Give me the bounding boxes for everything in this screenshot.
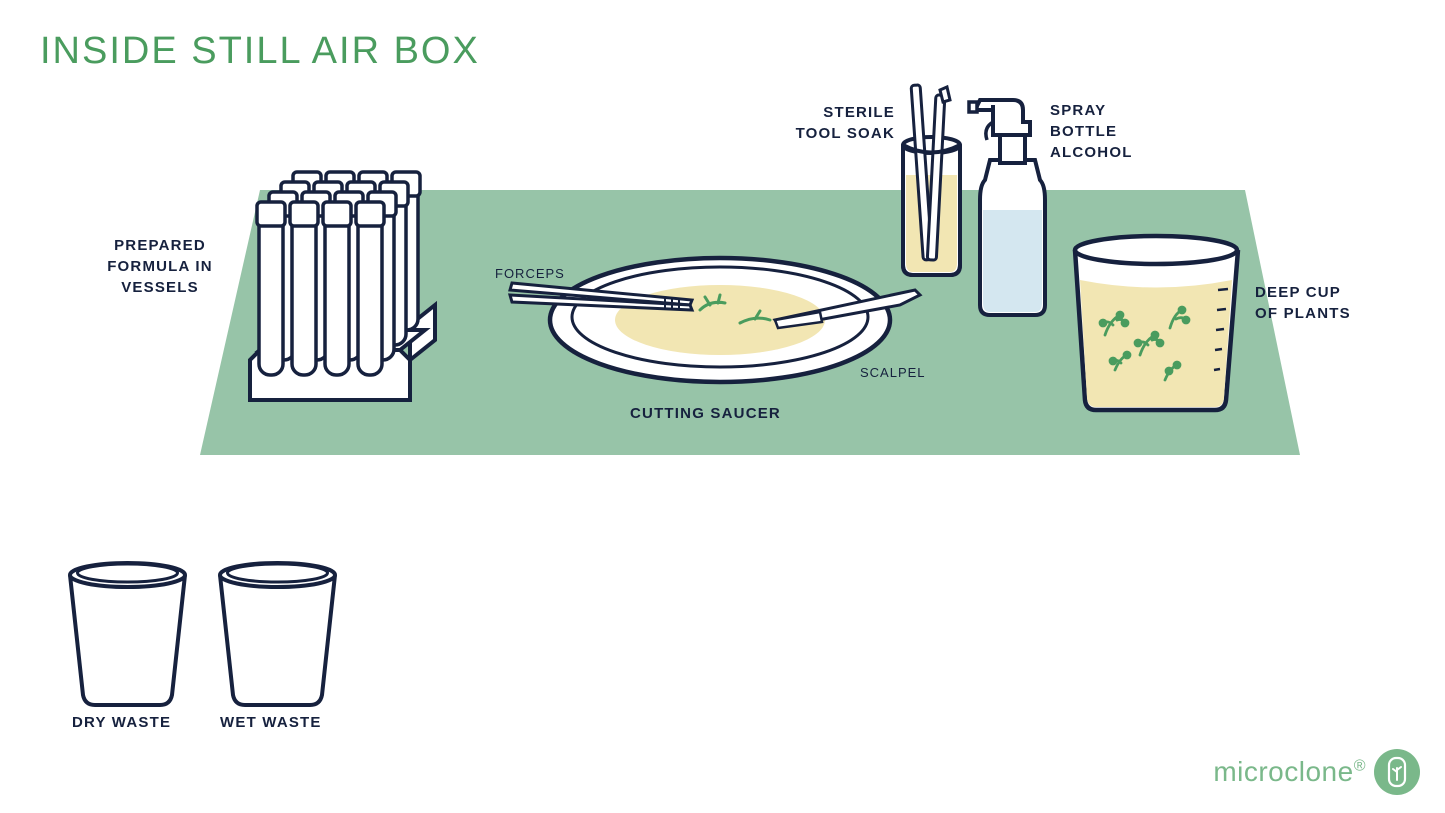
spray-bottle-icon: [969, 100, 1045, 315]
scalpel-label: SCALPEL: [860, 365, 926, 380]
logo-text: microclone: [1213, 756, 1353, 787]
deep-cup-icon: [1075, 236, 1238, 410]
dry-waste-label: DRY WASTE: [72, 712, 171, 733]
wet-waste-icon: [220, 563, 335, 705]
deep-cup-label: DEEP CUP OF PLANTS: [1255, 282, 1405, 324]
forceps-label: FORCEPS: [495, 266, 565, 281]
logo-registered: ®: [1354, 758, 1366, 775]
saucer-label: CUTTING SAUCER: [630, 403, 781, 424]
brand-logo: microclone®: [1213, 749, 1420, 795]
tool-soak-label: STERILE TOOL SOAK: [755, 102, 895, 144]
vessels-label: PREPARED FORMULA IN VESSELS: [80, 235, 240, 298]
tool-soak-icon: [903, 85, 960, 275]
dry-waste-icon: [70, 563, 185, 705]
vessels-icon: [250, 172, 435, 400]
wet-waste-label: WET WASTE: [220, 712, 322, 733]
spray-label: SPRAY BOTTLE ALCOHOL: [1050, 100, 1170, 163]
logo-badge-icon: [1374, 749, 1420, 795]
